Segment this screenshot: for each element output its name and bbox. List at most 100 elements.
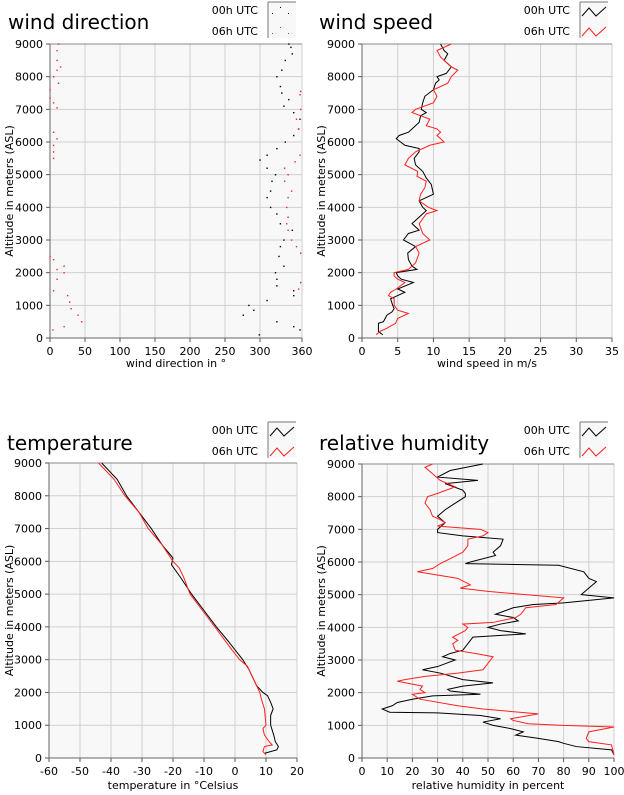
x-tick-label: 25 bbox=[534, 345, 548, 358]
chart-title-wind-direction: wind direction bbox=[8, 10, 150, 34]
series-06h-UTC bbox=[49, 43, 302, 331]
y-axis-label: Altitude in meters (ASL) bbox=[315, 125, 328, 257]
data-point bbox=[288, 43, 290, 45]
data-point bbox=[276, 213, 278, 215]
series-06h-UTC bbox=[375, 43, 459, 336]
y-tick-label: 8000 bbox=[327, 491, 355, 504]
y-tick-label: 3000 bbox=[327, 234, 355, 247]
legend-swatch-line bbox=[581, 426, 607, 437]
data-point bbox=[52, 151, 55, 153]
x-tick-label: 0 bbox=[359, 765, 366, 778]
data-point bbox=[56, 138, 58, 140]
legend-swatch-dot bbox=[288, 13, 289, 14]
y-tick-label: 4000 bbox=[327, 201, 355, 214]
x-tick-label: 50 bbox=[78, 345, 92, 358]
legend-label-00h: 00h UTC bbox=[523, 4, 570, 17]
data-point bbox=[295, 245, 298, 248]
data-point bbox=[299, 94, 301, 96]
legend-label-06h: 06h UTC bbox=[211, 25, 258, 38]
legend-label-00h: 00h UTC bbox=[211, 424, 258, 437]
legend-swatch-line bbox=[269, 426, 295, 437]
y-tick-label: 7000 bbox=[15, 103, 43, 116]
y-tick-label: 8000 bbox=[327, 71, 355, 84]
data-point bbox=[293, 294, 295, 297]
data-point bbox=[52, 76, 55, 78]
data-point bbox=[52, 157, 55, 160]
plot-area bbox=[50, 44, 302, 338]
data-point bbox=[80, 321, 83, 323]
x-tick-label: -10 bbox=[195, 765, 213, 778]
y-axis-label: Altitude in meters (ASL) bbox=[3, 125, 16, 257]
data-point bbox=[49, 97, 51, 99]
data-point bbox=[52, 329, 54, 331]
chart-wind-direction: 0 50 100 150 200 250 300 360 0 1000 2000 3000 4000 50… bbox=[3, 1, 313, 370]
y-tick-label: 4000 bbox=[15, 201, 43, 214]
series-00h-UTC bbox=[242, 43, 301, 336]
legend-swatch-line bbox=[269, 446, 295, 457]
y-tick-label: 2000 bbox=[14, 686, 42, 699]
y-tick-label: 5000 bbox=[327, 589, 355, 602]
data-point bbox=[77, 314, 79, 316]
y-tick-label: 9000 bbox=[14, 457, 42, 470]
data-point bbox=[286, 223, 288, 225]
chart-title-temperature: temperature bbox=[7, 431, 133, 455]
y-tick-label: 9000 bbox=[15, 38, 43, 51]
data-point bbox=[242, 314, 244, 316]
data-point bbox=[274, 272, 277, 274]
x-tick-label: 60 bbox=[506, 765, 520, 778]
legend-box bbox=[268, 422, 296, 458]
data-point bbox=[283, 239, 285, 241]
data-point bbox=[49, 255, 51, 258]
y-tick-label: 9000 bbox=[327, 38, 355, 51]
x-tick-label: 0 bbox=[47, 345, 54, 358]
data-point bbox=[266, 154, 268, 156]
data-point bbox=[52, 131, 55, 133]
y-tick-label: 1000 bbox=[15, 299, 43, 312]
data-point bbox=[291, 229, 293, 231]
data-point bbox=[279, 223, 282, 225]
y-tick-label: 5000 bbox=[327, 169, 355, 182]
data-point bbox=[56, 69, 58, 71]
series-line bbox=[397, 463, 615, 755]
legend-box bbox=[580, 2, 608, 38]
x-tick-label: 90 bbox=[582, 765, 596, 778]
data-point bbox=[258, 334, 261, 336]
y-tick-label: 5000 bbox=[15, 169, 43, 182]
data-point bbox=[294, 161, 296, 163]
x-tick-label: 40 bbox=[456, 765, 470, 778]
data-point bbox=[284, 59, 286, 62]
data-point bbox=[281, 92, 283, 94]
y-tick-label: 7000 bbox=[327, 523, 355, 536]
data-point bbox=[287, 229, 289, 231]
x-tick-label: 150 bbox=[145, 345, 166, 358]
y-tick-label: 2000 bbox=[327, 687, 355, 700]
data-point bbox=[293, 134, 295, 137]
data-point bbox=[288, 98, 290, 101]
data-point bbox=[269, 190, 272, 192]
legend-swatch-line bbox=[581, 446, 607, 457]
x-tick-label: 360 bbox=[292, 345, 313, 358]
data-point bbox=[293, 112, 295, 114]
y-tick-label: 3000 bbox=[14, 654, 42, 667]
x-axis-label: wind speed in m/s bbox=[437, 357, 537, 370]
data-point bbox=[52, 259, 55, 261]
data-point bbox=[276, 285, 278, 287]
y-tick-label: 7000 bbox=[14, 523, 42, 536]
data-point bbox=[283, 167, 286, 169]
legend-label-06h: 06h UTC bbox=[523, 25, 570, 38]
x-tick-label: 200 bbox=[180, 345, 201, 358]
data-point bbox=[56, 107, 58, 109]
x-tick-label: 10 bbox=[259, 765, 273, 778]
x-tick-label: 300 bbox=[250, 345, 271, 358]
data-point bbox=[276, 76, 278, 78]
data-point bbox=[266, 299, 268, 302]
legend-swatch-dot bbox=[272, 13, 273, 14]
data-point bbox=[297, 128, 300, 130]
data-point bbox=[59, 66, 62, 68]
data-point bbox=[56, 278, 58, 280]
data-point bbox=[69, 301, 71, 303]
x-tick-label: 30 bbox=[431, 765, 445, 778]
data-point bbox=[299, 154, 301, 156]
data-point bbox=[281, 69, 283, 71]
